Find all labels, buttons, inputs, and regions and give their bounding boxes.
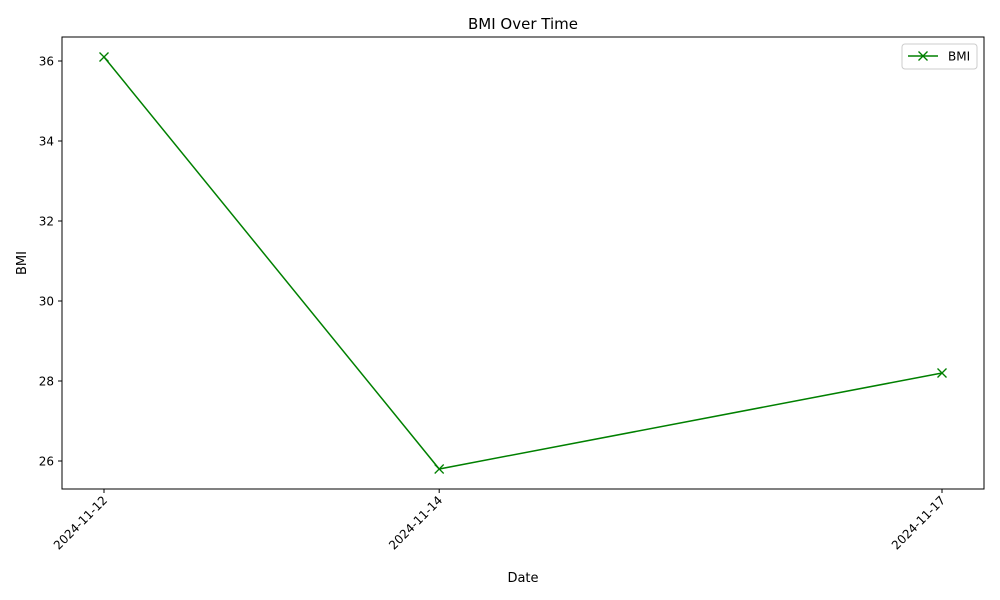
data-point — [918, 51, 928, 61]
legend-frame — [901, 43, 978, 70]
data-point — [434, 464, 445, 474]
x-axis-title: Date — [507, 571, 538, 586]
series-layer — [99, 52, 947, 474]
chart-title: BMI Over Time — [468, 15, 578, 33]
data-point — [937, 368, 947, 378]
y-tick-label: 36 — [39, 55, 54, 69]
y-tick-label: 28 — [39, 375, 54, 389]
data-point — [99, 52, 109, 62]
y-tick-label: 30 — [39, 295, 54, 309]
y-tick-label: 34 — [39, 135, 54, 149]
y-tick-label: 26 — [39, 455, 54, 469]
legend-label-bmi: BMI — [948, 50, 970, 64]
plot-area-frame — [61, 36, 985, 490]
legend-marker — [918, 51, 928, 61]
y-axis-title: BMI — [15, 251, 30, 275]
y-tick-label: 32 — [39, 215, 54, 229]
y-axis: 26 28 30 32 34 36 — [39, 55, 62, 469]
legend: BMI — [901, 43, 978, 70]
